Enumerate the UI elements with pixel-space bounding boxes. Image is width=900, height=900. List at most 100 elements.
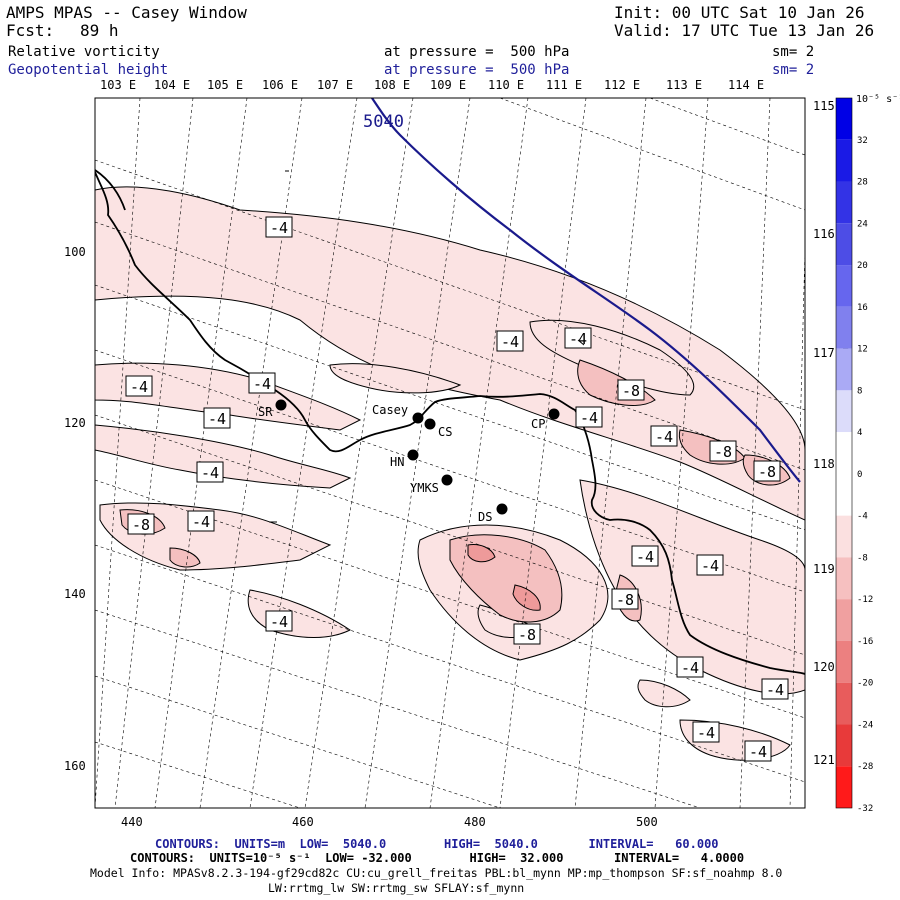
- colorbar-tick-label: -4: [857, 512, 868, 522]
- svg-text:-8: -8: [518, 626, 536, 644]
- svg-text:SR: SR: [258, 405, 273, 419]
- contour-label-box: -4: [196, 461, 224, 483]
- svg-text:CS: CS: [438, 425, 452, 439]
- colorbar-tick-label: -16: [857, 637, 873, 647]
- contour-label-box: -4: [676, 656, 704, 678]
- contour-label-box: -4: [265, 216, 293, 238]
- svg-text:-4: -4: [270, 613, 288, 631]
- lon-label: 107 E: [317, 78, 353, 92]
- colorbar-swatch: [836, 557, 852, 600]
- colorbar-swatch: [836, 724, 852, 767]
- colorbar-tick-label: 4: [857, 428, 862, 438]
- colorbar-swatch: [836, 98, 852, 140]
- svg-text:HN: HN: [390, 455, 404, 469]
- colorbar-swatch: [836, 348, 852, 391]
- svg-text:-4: -4: [208, 410, 226, 428]
- svg-text:CP: CP: [531, 417, 545, 431]
- contour-label-box: -4: [265, 610, 293, 632]
- colorbar-tick-label: 16: [857, 303, 868, 313]
- station-markers: SR Casey CS HN YMKS CP DS: [258, 399, 560, 524]
- contour-label-box: -4: [203, 407, 231, 429]
- y-tick: 100: [64, 245, 86, 259]
- y-tick: 140: [64, 587, 86, 601]
- valid-time: Valid: 17 UTC Tue 13 Jan 26: [614, 21, 875, 40]
- lon-label: 113 E: [666, 78, 702, 92]
- colorbar-tick-label: 0: [857, 470, 862, 480]
- svg-text:-4: -4: [701, 557, 719, 575]
- height-contour-label: 5040: [363, 112, 404, 132]
- x-tick: 460: [292, 815, 314, 829]
- lon-label: 104 E: [154, 78, 190, 92]
- station-ymks: YMKS: [410, 474, 453, 495]
- contour-label-box: -4: [696, 554, 724, 576]
- contour-label-box: -8: [617, 379, 645, 401]
- contour-label-box: -8: [513, 623, 541, 645]
- colorbar-swatch: [836, 640, 852, 683]
- contour-label-box: -4: [761, 678, 789, 700]
- colorbar-swatch: [836, 473, 852, 516]
- colorbar-swatch: [836, 265, 852, 307]
- svg-text:-4: -4: [580, 409, 598, 427]
- contour-label-box: -4: [692, 721, 720, 743]
- fcst-value: 89 h: [80, 21, 119, 40]
- geopotential-contour-5040: [371, 98, 801, 483]
- vorticity-labels: -4 -4 -4 -4 -4 -4 -4 -4 -4 -4 -4 -4 -4 -…: [125, 216, 789, 762]
- svg-text:-4: -4: [270, 219, 288, 237]
- svg-text:-4: -4: [655, 428, 673, 446]
- lon-label: 110 E: [488, 78, 524, 92]
- vorticity-fill-strong: [467, 544, 541, 611]
- contour-label-box: -4: [575, 406, 603, 428]
- lon-label: 105 E: [207, 78, 243, 92]
- lon-label: 112 E: [604, 78, 640, 92]
- field1-level: at pressure = 500 hPa: [384, 44, 570, 60]
- contour-label-box: -4: [187, 510, 215, 532]
- colorbar-tick-label: -28: [857, 762, 873, 772]
- svg-text:-8: -8: [714, 443, 732, 461]
- svg-text:-4: -4: [766, 681, 784, 699]
- colorbar-tick-label: 20: [857, 261, 868, 271]
- coastline: [95, 171, 805, 675]
- svg-text:-4: -4: [681, 659, 699, 677]
- svg-text:-4: -4: [636, 548, 654, 566]
- svg-text:Casey: Casey: [372, 403, 408, 417]
- colorbar-tick-label: 28: [857, 178, 868, 188]
- svg-text:-8: -8: [758, 463, 776, 481]
- footer-model-info: Model Info: MPASv8.2.3-194-gf29cd82c CU:…: [90, 866, 783, 880]
- colorbar-tick-label: 12: [857, 345, 868, 355]
- station-casey: Casey: [372, 403, 424, 424]
- colorbar-tick-label: -20: [857, 679, 873, 689]
- contour-label-box: -8: [709, 440, 737, 462]
- contour-label-box: -4: [564, 327, 592, 349]
- contour-label-box: -4: [650, 425, 678, 447]
- field2-level: at pressure = 500 hPa: [384, 62, 570, 78]
- svg-text:-4: -4: [569, 330, 587, 348]
- field2-sm: sm= 2: [772, 62, 815, 78]
- svg-text:-4: -4: [130, 378, 148, 396]
- top-longitude-labels: 103 E 104 E 105 E 106 E 107 E 108 E 109 …: [100, 78, 764, 92]
- svg-text:-8: -8: [622, 382, 640, 400]
- footer-physics-info: LW:rrtmg_lw SW:rrtmg_sw SFLAY:sf_mynn: [268, 881, 525, 895]
- contour-label-box: -4: [744, 740, 772, 762]
- colorbar-swatch: [836, 766, 852, 808]
- map-frame: [94, 97, 806, 809]
- svg-text:-8: -8: [132, 516, 150, 534]
- field1-sm: sm= 2: [772, 44, 815, 60]
- svg-text:-4: -4: [192, 513, 210, 531]
- colorbar-tick-label: 8: [857, 386, 862, 396]
- svg-text:YMKS: YMKS: [410, 481, 439, 495]
- x-tick: 440: [121, 815, 143, 829]
- contour-label-box: -8: [753, 460, 781, 482]
- x-tick: 500: [636, 815, 658, 829]
- footer-height-contours: CONTOURS: UNITS=m LOW= 5040.0 HIGH= 5040…: [155, 837, 719, 851]
- colorbar-swatch: [836, 181, 852, 224]
- colorbar-tick-label: -8: [857, 553, 868, 563]
- contour-label-box: -4: [125, 375, 153, 397]
- colorbar-swatch: [836, 139, 852, 182]
- svg-text:-4: -4: [253, 375, 271, 393]
- x-tick: 480: [464, 815, 486, 829]
- lon-label: 108 E: [374, 78, 410, 92]
- lon-label: 109 E: [430, 78, 466, 92]
- lon-label: 111 E: [546, 78, 582, 92]
- colorbar-tick-label: 24: [857, 219, 868, 229]
